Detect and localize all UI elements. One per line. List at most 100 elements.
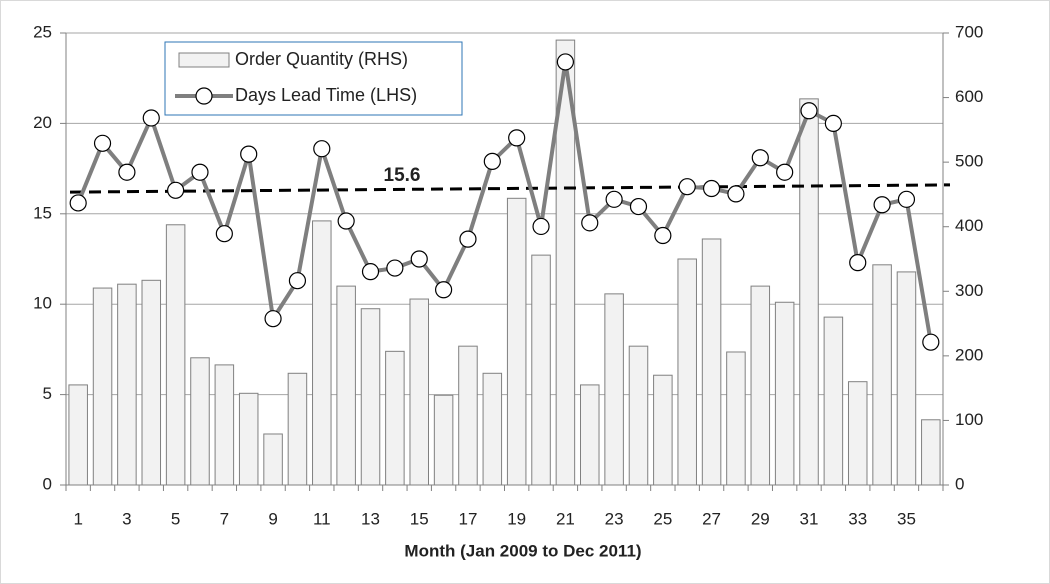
bar bbox=[482, 372, 503, 486]
line-marker bbox=[191, 163, 209, 181]
bar bbox=[750, 285, 771, 486]
x-tick-label: 25 bbox=[653, 509, 672, 528]
line-marker bbox=[386, 259, 404, 277]
bar bbox=[653, 374, 673, 486]
x-tick-label: 7 bbox=[220, 509, 229, 528]
bar bbox=[165, 224, 186, 486]
y2-tick-label: 400 bbox=[955, 216, 983, 235]
line-marker bbox=[654, 226, 672, 245]
trendline bbox=[69, 183, 951, 194]
line-marker bbox=[751, 149, 769, 167]
y-tick-label: 10 bbox=[33, 294, 52, 313]
line-marker bbox=[313, 140, 331, 158]
bar bbox=[117, 283, 137, 486]
line-marker bbox=[410, 250, 428, 268]
line-marker bbox=[167, 181, 185, 199]
legend-label: Order Quantity (RHS) bbox=[235, 49, 408, 69]
line-marker bbox=[605, 190, 623, 208]
line-marker bbox=[922, 333, 940, 351]
bar bbox=[677, 258, 697, 486]
line-marker bbox=[897, 190, 916, 208]
bar bbox=[141, 279, 162, 486]
x-tick-label: 17 bbox=[458, 509, 477, 528]
line-marker bbox=[873, 196, 891, 214]
x-tick-label: 13 bbox=[361, 509, 380, 528]
bar bbox=[238, 392, 259, 486]
line-marker bbox=[459, 230, 477, 248]
line-marker bbox=[434, 281, 453, 299]
line-marker bbox=[240, 145, 258, 163]
line-marker bbox=[776, 163, 794, 181]
bar bbox=[458, 345, 478, 486]
bar bbox=[506, 197, 527, 486]
y2-tick-label: 700 bbox=[955, 22, 983, 41]
bar bbox=[628, 345, 649, 486]
bar bbox=[312, 220, 332, 486]
x-tick-label: 23 bbox=[605, 509, 624, 528]
y-tick-label: 5 bbox=[43, 384, 52, 403]
bar bbox=[580, 384, 600, 486]
x-tick-label: 15 bbox=[410, 509, 429, 528]
y2-tick-label: 600 bbox=[955, 87, 983, 106]
line-marker bbox=[215, 225, 233, 243]
bar bbox=[799, 98, 819, 486]
line bbox=[76, 61, 933, 343]
bar bbox=[68, 384, 88, 486]
bar bbox=[872, 264, 892, 486]
line-marker bbox=[800, 102, 818, 120]
bar bbox=[409, 298, 429, 486]
y2-tick-label: 100 bbox=[955, 410, 983, 429]
bar bbox=[385, 350, 405, 486]
line-marker bbox=[93, 134, 112, 152]
x-tick-label: 5 bbox=[171, 509, 180, 528]
bar bbox=[847, 381, 868, 486]
line-marker bbox=[288, 272, 307, 290]
bar bbox=[263, 433, 283, 486]
bar bbox=[726, 351, 746, 486]
bar bbox=[433, 394, 454, 486]
line-marker bbox=[69, 194, 87, 212]
x-tick-label: 29 bbox=[751, 509, 770, 528]
x-tick-label: 1 bbox=[73, 509, 82, 528]
line-marker bbox=[629, 197, 648, 216]
bar bbox=[214, 364, 235, 486]
annotation: 15.6 bbox=[384, 165, 421, 186]
line-marker bbox=[337, 212, 355, 230]
bar bbox=[360, 308, 381, 486]
line-marker bbox=[483, 152, 501, 170]
y2-tick-label: 500 bbox=[955, 152, 983, 171]
bar bbox=[92, 287, 113, 486]
x-tick-label: 27 bbox=[702, 509, 721, 528]
bar bbox=[774, 301, 795, 486]
x-tick-label: 33 bbox=[848, 509, 867, 528]
y2-tick-label: 0 bbox=[955, 474, 964, 493]
line-marker bbox=[581, 214, 599, 232]
y-tick-label: 0 bbox=[43, 474, 52, 493]
bar bbox=[823, 316, 844, 486]
y2-tick-label: 200 bbox=[955, 345, 983, 364]
x-tick-label: 3 bbox=[122, 509, 131, 528]
bar bbox=[190, 357, 210, 486]
line-marker bbox=[556, 53, 575, 71]
line-marker bbox=[824, 114, 842, 133]
bar bbox=[701, 238, 722, 486]
x-axis-label: Month (Jan 2009 to Dec 2011) bbox=[404, 541, 641, 560]
y-tick-label: 25 bbox=[33, 22, 52, 41]
x-tick-label: 35 bbox=[897, 509, 916, 528]
y-tick-label: 20 bbox=[33, 113, 52, 132]
bar bbox=[921, 419, 941, 486]
y2-tick-label: 300 bbox=[955, 281, 983, 300]
x-tick-label: 9 bbox=[268, 509, 277, 528]
line-marker bbox=[678, 178, 696, 196]
line-marker bbox=[849, 254, 867, 272]
legend-label: Days Lead Time (LHS) bbox=[235, 85, 417, 105]
line-marker bbox=[532, 217, 550, 236]
line-marker bbox=[361, 263, 380, 281]
line-marker bbox=[727, 185, 745, 203]
line-marker bbox=[264, 310, 282, 328]
legend-marker bbox=[195, 87, 213, 105]
line-marker bbox=[142, 109, 160, 127]
x-tick-label: 31 bbox=[800, 509, 819, 528]
x-tick-label: 19 bbox=[507, 509, 526, 528]
